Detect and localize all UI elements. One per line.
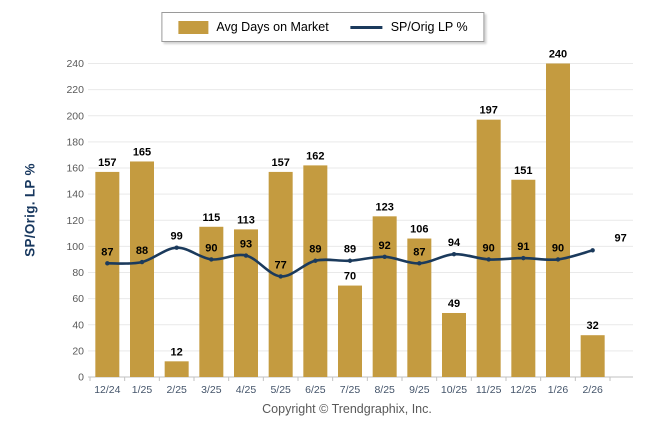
svg-text:140: 140 bbox=[66, 189, 84, 201]
svg-text:123: 123 bbox=[375, 201, 393, 213]
svg-text:6/25: 6/25 bbox=[305, 384, 326, 396]
svg-text:180: 180 bbox=[66, 136, 84, 148]
svg-text:160: 160 bbox=[66, 163, 84, 175]
svg-text:89: 89 bbox=[309, 244, 321, 256]
svg-text:97: 97 bbox=[615, 232, 627, 244]
svg-text:157: 157 bbox=[98, 157, 116, 169]
svg-text:87: 87 bbox=[413, 246, 425, 258]
svg-text:89: 89 bbox=[344, 244, 356, 256]
svg-text:5/25: 5/25 bbox=[270, 384, 291, 396]
svg-text:12/25: 12/25 bbox=[510, 384, 536, 396]
svg-text:90: 90 bbox=[205, 242, 217, 254]
legend-label-sp-orig-lp: SP/Orig LP % bbox=[390, 20, 468, 34]
legend-item-avg-days: Avg Days on Market bbox=[178, 20, 329, 34]
svg-text:80: 80 bbox=[72, 267, 84, 279]
svg-text:93: 93 bbox=[240, 239, 252, 251]
svg-text:157: 157 bbox=[271, 157, 289, 169]
svg-text:106: 106 bbox=[410, 224, 428, 236]
svg-text:32: 32 bbox=[587, 320, 599, 332]
svg-text:92: 92 bbox=[379, 240, 391, 252]
legend-label-avg-days: Avg Days on Market bbox=[216, 20, 329, 34]
svg-text:20: 20 bbox=[72, 345, 84, 357]
svg-text:60: 60 bbox=[72, 293, 84, 305]
svg-text:4/25: 4/25 bbox=[236, 384, 257, 396]
svg-text:99: 99 bbox=[171, 231, 183, 243]
svg-text:240: 240 bbox=[549, 49, 567, 61]
svg-text:100: 100 bbox=[66, 241, 84, 253]
svg-text:165: 165 bbox=[133, 146, 151, 158]
svg-text:3/25: 3/25 bbox=[201, 384, 222, 396]
svg-text:7/25: 7/25 bbox=[340, 384, 361, 396]
svg-text:200: 200 bbox=[66, 110, 84, 122]
svg-text:113: 113 bbox=[237, 214, 255, 226]
svg-text:40: 40 bbox=[72, 319, 84, 331]
bar-swatch-icon bbox=[178, 20, 209, 34]
svg-text:9/25: 9/25 bbox=[409, 384, 430, 396]
svg-text:120: 120 bbox=[66, 215, 84, 227]
svg-text:94: 94 bbox=[448, 237, 461, 249]
svg-text:220: 220 bbox=[66, 84, 84, 96]
svg-text:10/25: 10/25 bbox=[441, 384, 467, 396]
svg-text:240: 240 bbox=[66, 58, 84, 70]
svg-text:11/25: 11/25 bbox=[476, 384, 502, 396]
line-swatch-icon bbox=[350, 25, 383, 29]
svg-text:77: 77 bbox=[275, 259, 287, 271]
svg-text:12: 12 bbox=[171, 346, 183, 358]
svg-text:197: 197 bbox=[479, 105, 497, 117]
svg-text:162: 162 bbox=[306, 150, 324, 162]
svg-text:1/25: 1/25 bbox=[132, 384, 153, 396]
svg-text:1/26: 1/26 bbox=[548, 384, 569, 396]
legend-item-sp-orig-lp: SP/Orig LP % bbox=[350, 20, 468, 34]
svg-text:88: 88 bbox=[136, 245, 148, 257]
svg-text:49: 49 bbox=[448, 298, 460, 310]
svg-text:115: 115 bbox=[202, 212, 220, 224]
svg-text:8/25: 8/25 bbox=[374, 384, 395, 396]
svg-text:87: 87 bbox=[101, 246, 113, 258]
svg-text:0: 0 bbox=[78, 372, 84, 384]
chart-legend: Avg Days on Market SP/Orig LP % bbox=[161, 12, 485, 42]
svg-text:90: 90 bbox=[483, 242, 495, 254]
svg-text:2/25: 2/25 bbox=[166, 384, 187, 396]
svg-text:151: 151 bbox=[514, 165, 532, 177]
svg-text:12/24: 12/24 bbox=[94, 384, 120, 396]
copyright-text: Copyright © Trendgraphix, Inc. bbox=[262, 402, 432, 416]
svg-text:90: 90 bbox=[552, 242, 564, 254]
svg-text:70: 70 bbox=[344, 271, 356, 283]
svg-text:2/26: 2/26 bbox=[582, 384, 603, 396]
svg-text:91: 91 bbox=[517, 241, 529, 253]
